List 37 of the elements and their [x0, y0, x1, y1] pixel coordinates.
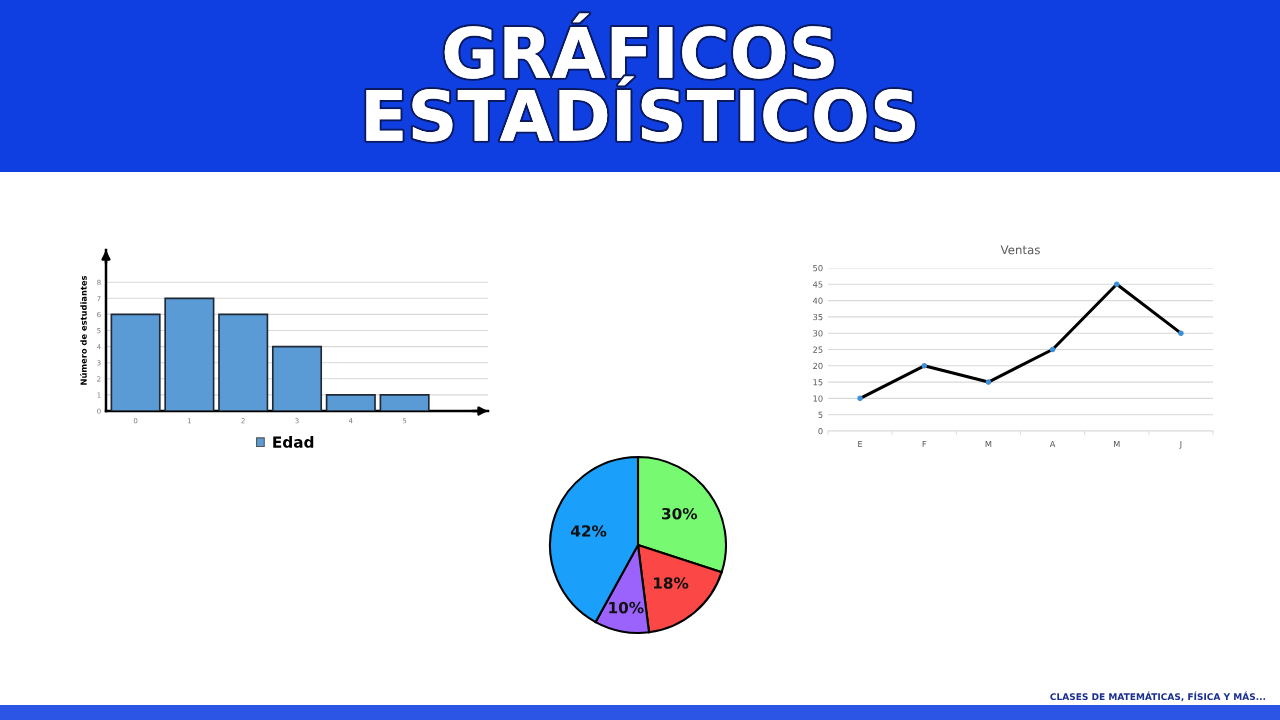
x-tick-label: A: [1049, 440, 1056, 448]
y-tick-label: 40: [812, 297, 823, 304]
x-tick-label: M: [1113, 440, 1120, 448]
bar: [325, 394, 376, 411]
bar: [164, 297, 215, 411]
bar: [218, 313, 269, 411]
y-tick-label: 20: [813, 362, 823, 370]
y-tick-label: 15: [813, 379, 823, 386]
text: GRÁFICOS ESTADÍSTICOS: [366, 13, 915, 142]
x-tick-label: E: [858, 440, 863, 448]
y-tick-label: 10: [813, 395, 823, 402]
text: CLASES DE MATEMÁTICAS, FÍSICA Y MÁS...: [1050, 691, 1266, 702]
data-label: 30%: [662, 507, 698, 520]
point: [857, 395, 863, 402]
y-tick-label: 25: [813, 346, 823, 353]
bar: [110, 313, 161, 411]
point: [1178, 330, 1184, 336]
y-tick-label: 30: [813, 330, 823, 337]
point: [921, 363, 928, 369]
bar: [271, 345, 323, 411]
y-tick-label: 0: [818, 427, 823, 435]
data-label: 10%: [609, 601, 644, 614]
point: [1113, 281, 1120, 288]
x-tick-label: M: [985, 440, 992, 448]
y-tick-label: 45: [812, 281, 823, 288]
data-label: 18%: [653, 577, 689, 589]
point: [985, 379, 992, 385]
legend-label: Edad: [273, 436, 314, 448]
x-tick-label: F: [922, 440, 927, 448]
y-axis-title: Número de estudiantes: [79, 275, 87, 385]
bar: [379, 394, 430, 411]
chart-title: Ventas: [1000, 245, 1040, 255]
y-tick-label: 35: [813, 313, 823, 321]
x-tick-label: J: [1179, 440, 1182, 449]
y-tick-label: 5: [818, 411, 823, 418]
y-tick-label: 50: [813, 264, 823, 272]
data-label: 42%: [570, 525, 607, 537]
